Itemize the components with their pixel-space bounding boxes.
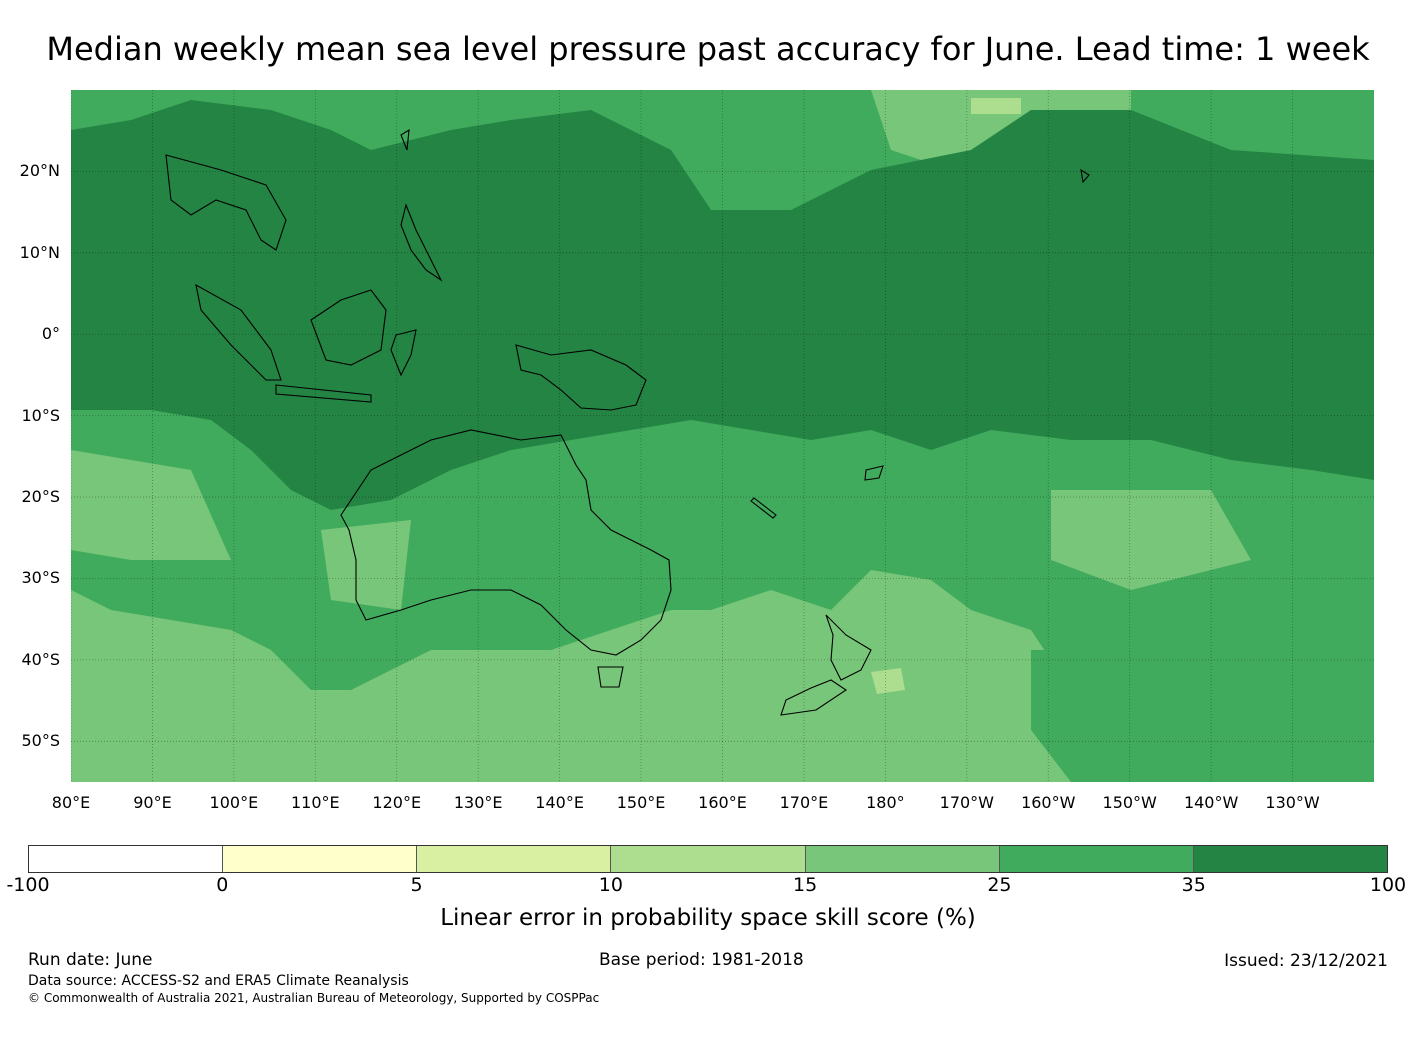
sumatra-coastline [195, 283, 282, 381]
colorbar-tick-label: 100 [1369, 874, 1407, 896]
band-25-35-south-east [1031, 650, 1374, 782]
hawaii-coastline [1080, 168, 1090, 184]
colorbar-tick-label: 0 [216, 874, 229, 896]
lon-label: 160°E [698, 793, 747, 812]
colorbar-tick-label: -100 [6, 874, 50, 896]
colorbar-segment [29, 846, 224, 872]
lat-label: 10°S [21, 405, 60, 425]
lat-label: 20°N [19, 161, 60, 181]
lat-label: 10°N [19, 242, 60, 262]
band-10-15-patch [971, 98, 1021, 114]
run-date: Run date: June [28, 950, 153, 970]
colorbar-tick-label: 5 [410, 874, 423, 896]
copyright: © Commonwealth of Australia 2021, Austra… [28, 991, 600, 1005]
lon-label: 170°E [779, 793, 829, 812]
philippines-coastline [400, 203, 443, 282]
lon-label: 170°W [939, 793, 994, 812]
colorbar-tick-label: 35 [1181, 874, 1206, 896]
lat-label: 50°S [21, 731, 60, 751]
lon-label: 130°E [453, 793, 503, 812]
new-zealand-south-coastline [780, 679, 847, 716]
lon-label: 110°E [290, 793, 340, 812]
colorbar-segment [805, 846, 1000, 872]
gridlines [71, 90, 1374, 782]
issued-date: Issued: 23/12/2021 [1224, 951, 1388, 971]
lon-label: 90°E [133, 793, 172, 812]
colorbar-tick-label: 25 [987, 874, 1012, 896]
lon-label: 80°E [51, 793, 91, 812]
coastlines [165, 128, 1090, 716]
lat-label: 0° [41, 324, 60, 344]
lon-label: 150°W [1102, 793, 1157, 812]
lon-label: 100°E [209, 793, 259, 812]
colorbar-tick-label: 15 [793, 874, 818, 896]
lon-label: 160°W [1021, 793, 1076, 812]
band-15-25-east [1051, 490, 1251, 590]
sulawesi-coastline [390, 329, 417, 377]
lat-label: 20°S [21, 487, 60, 507]
lat-label: 30°S [21, 568, 60, 588]
australia-coastline [340, 429, 672, 656]
new-caledonia-coastline [750, 497, 777, 519]
colorbar-segment [223, 846, 418, 872]
new-guinea-coastline [515, 344, 647, 411]
lon-label: 130°W [1265, 793, 1320, 812]
colorbar-segment [999, 846, 1194, 872]
fiji-coastline [864, 465, 884, 481]
data-source: Data source: ACCESS-S2 and ERA5 Climate … [28, 973, 409, 989]
java-coastline [275, 384, 372, 403]
skill-score-map [71, 90, 1374, 782]
lon-label: 140°E [535, 793, 584, 812]
tasmania-coastline [597, 666, 624, 688]
colorbar-label: Linear error in probability space skill … [440, 905, 976, 931]
taiwan-coastline [400, 128, 410, 151]
band-15-25-south [511, 650, 1031, 782]
band-15-25-far-south [71, 650, 371, 782]
lon-label: 120°E [372, 793, 422, 812]
colorbar-segment [1193, 846, 1387, 872]
band-15-25-southwest [71, 450, 231, 560]
band-10-15-nz-patch [871, 668, 905, 694]
lon-label: 150°E [616, 793, 666, 812]
lon-label: 180° [866, 793, 905, 812]
colorbar-tick-label: 10 [598, 874, 623, 896]
colorbar-segment [417, 846, 612, 872]
colorbar-segment [611, 846, 806, 872]
colorbar [28, 845, 1388, 873]
indochina-coastline [165, 154, 287, 251]
new-zealand-north-coastline [825, 614, 872, 681]
band-15-25-australia [321, 520, 411, 610]
band-35-100-region [71, 100, 1374, 510]
base-period: Base period: 1981-2018 [599, 950, 804, 970]
borneo-coastline [310, 289, 387, 366]
lat-label: 40°S [21, 649, 60, 669]
map-title: Median weekly mean sea level pressure pa… [46, 30, 1370, 68]
lon-label: 140°W [1183, 793, 1239, 812]
